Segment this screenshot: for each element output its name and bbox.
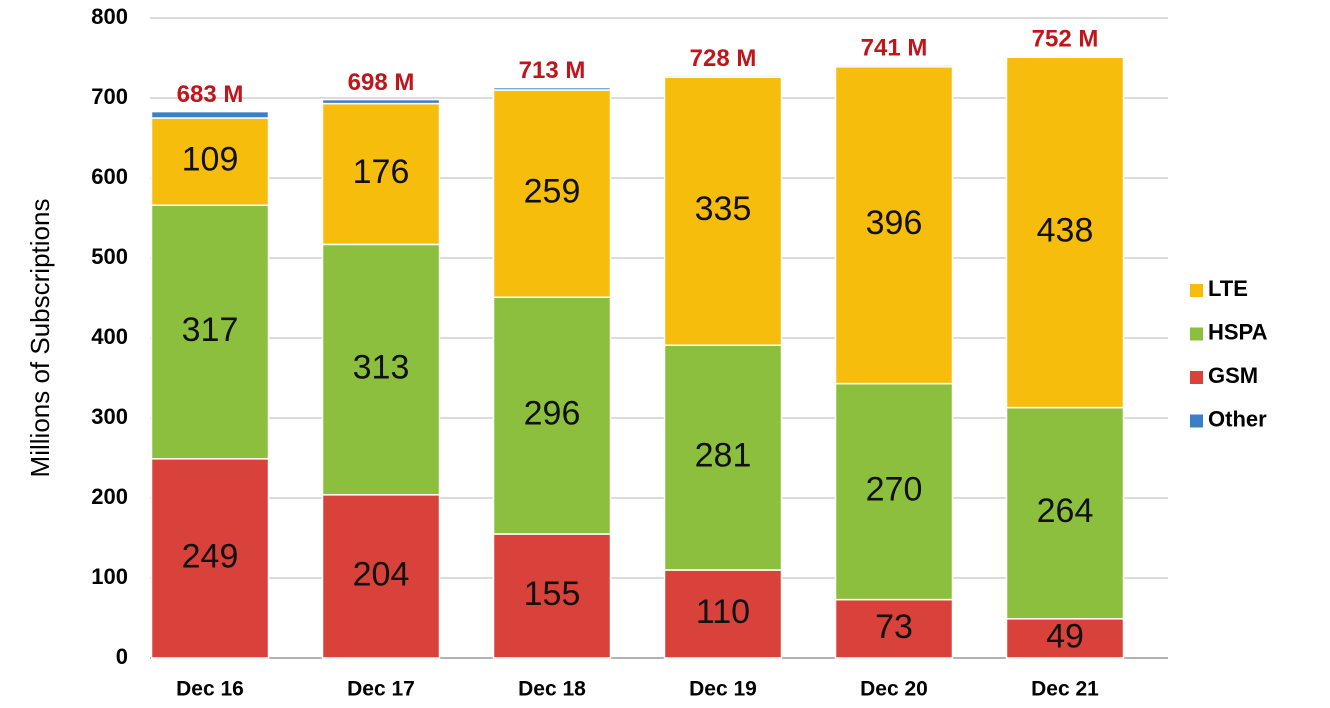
legend-label: HSPA xyxy=(1208,319,1268,344)
bar-segment xyxy=(150,110,270,119)
data-label: 270 xyxy=(866,471,923,509)
x-tick-label: Dec 17 xyxy=(347,678,415,701)
bar-segment xyxy=(1005,618,1125,659)
bar-segment xyxy=(834,66,954,385)
data-label: 335 xyxy=(695,190,752,228)
data-label: 109 xyxy=(182,141,239,179)
bar-segment xyxy=(492,86,612,91)
total-label: 713 M xyxy=(519,57,586,84)
data-label: 155 xyxy=(524,575,581,613)
data-label: 110 xyxy=(696,593,750,631)
data-label: 438 xyxy=(1037,211,1094,249)
bar-segment xyxy=(834,64,954,68)
legend-swatch xyxy=(1190,284,1203,297)
x-tick-label: Dec 16 xyxy=(176,678,244,701)
data-label: 49 xyxy=(1046,617,1084,655)
y-tick-label: 400 xyxy=(91,324,128,349)
y-tick-label: 800 xyxy=(91,4,128,29)
data-label: 317 xyxy=(182,311,239,349)
y-tick-label: 100 xyxy=(91,564,128,589)
bar-segment xyxy=(663,74,783,78)
total-label: 741 M xyxy=(861,35,928,62)
bar-segment xyxy=(663,76,783,346)
legend-label: GSM xyxy=(1208,363,1258,388)
data-label: 73 xyxy=(875,608,913,646)
x-tick-label: Dec 19 xyxy=(689,678,757,701)
data-label: 396 xyxy=(866,204,923,242)
bar-segment xyxy=(492,89,612,298)
y-tick-label: 300 xyxy=(91,404,128,429)
y-tick-label: 700 xyxy=(91,84,128,109)
total-label: 752 M xyxy=(1032,26,1099,53)
legend-label: Other xyxy=(1208,406,1267,431)
y-tick-label: 200 xyxy=(91,484,128,509)
y-tick-label: 600 xyxy=(91,164,128,189)
legend-swatch xyxy=(1190,414,1203,428)
y-axis-title: Millions of Subscriptions xyxy=(25,199,55,478)
bar-segment xyxy=(150,458,270,659)
data-label: 176 xyxy=(353,153,410,191)
data-label: 281 xyxy=(695,437,752,475)
x-tick-label: Dec 18 xyxy=(518,678,586,701)
bar-segment xyxy=(663,569,783,659)
bar-segment xyxy=(321,494,441,659)
bar-segment xyxy=(1005,406,1125,620)
bar-segment xyxy=(321,102,441,246)
data-label: 249 xyxy=(182,537,239,575)
legend-swatch xyxy=(1190,327,1203,341)
bar-segment xyxy=(834,382,954,601)
x-tick-label: Dec 21 xyxy=(1031,678,1099,701)
bar-segment xyxy=(1005,55,1125,58)
bar-segment xyxy=(492,296,612,535)
bar-segment xyxy=(321,243,441,496)
legend-label: LTE xyxy=(1208,276,1248,301)
y-tick-label: 500 xyxy=(91,244,128,269)
data-label: 204 xyxy=(353,555,410,593)
data-label: 313 xyxy=(353,349,410,387)
bar-segment xyxy=(150,117,270,206)
x-tick-label: Dec 20 xyxy=(860,678,928,701)
bar-segment xyxy=(1005,56,1125,409)
total-label: 728 M xyxy=(690,45,757,72)
total-label: 698 M xyxy=(348,69,415,96)
total-label: 683 M xyxy=(177,81,244,108)
bar-segment xyxy=(321,98,441,105)
data-label: 296 xyxy=(524,395,581,433)
data-label: 259 xyxy=(524,173,581,211)
bar-segment xyxy=(150,204,270,460)
data-label: 264 xyxy=(1037,492,1094,530)
legend-swatch xyxy=(1190,371,1203,384)
y-tick-label: 0 xyxy=(116,644,128,669)
